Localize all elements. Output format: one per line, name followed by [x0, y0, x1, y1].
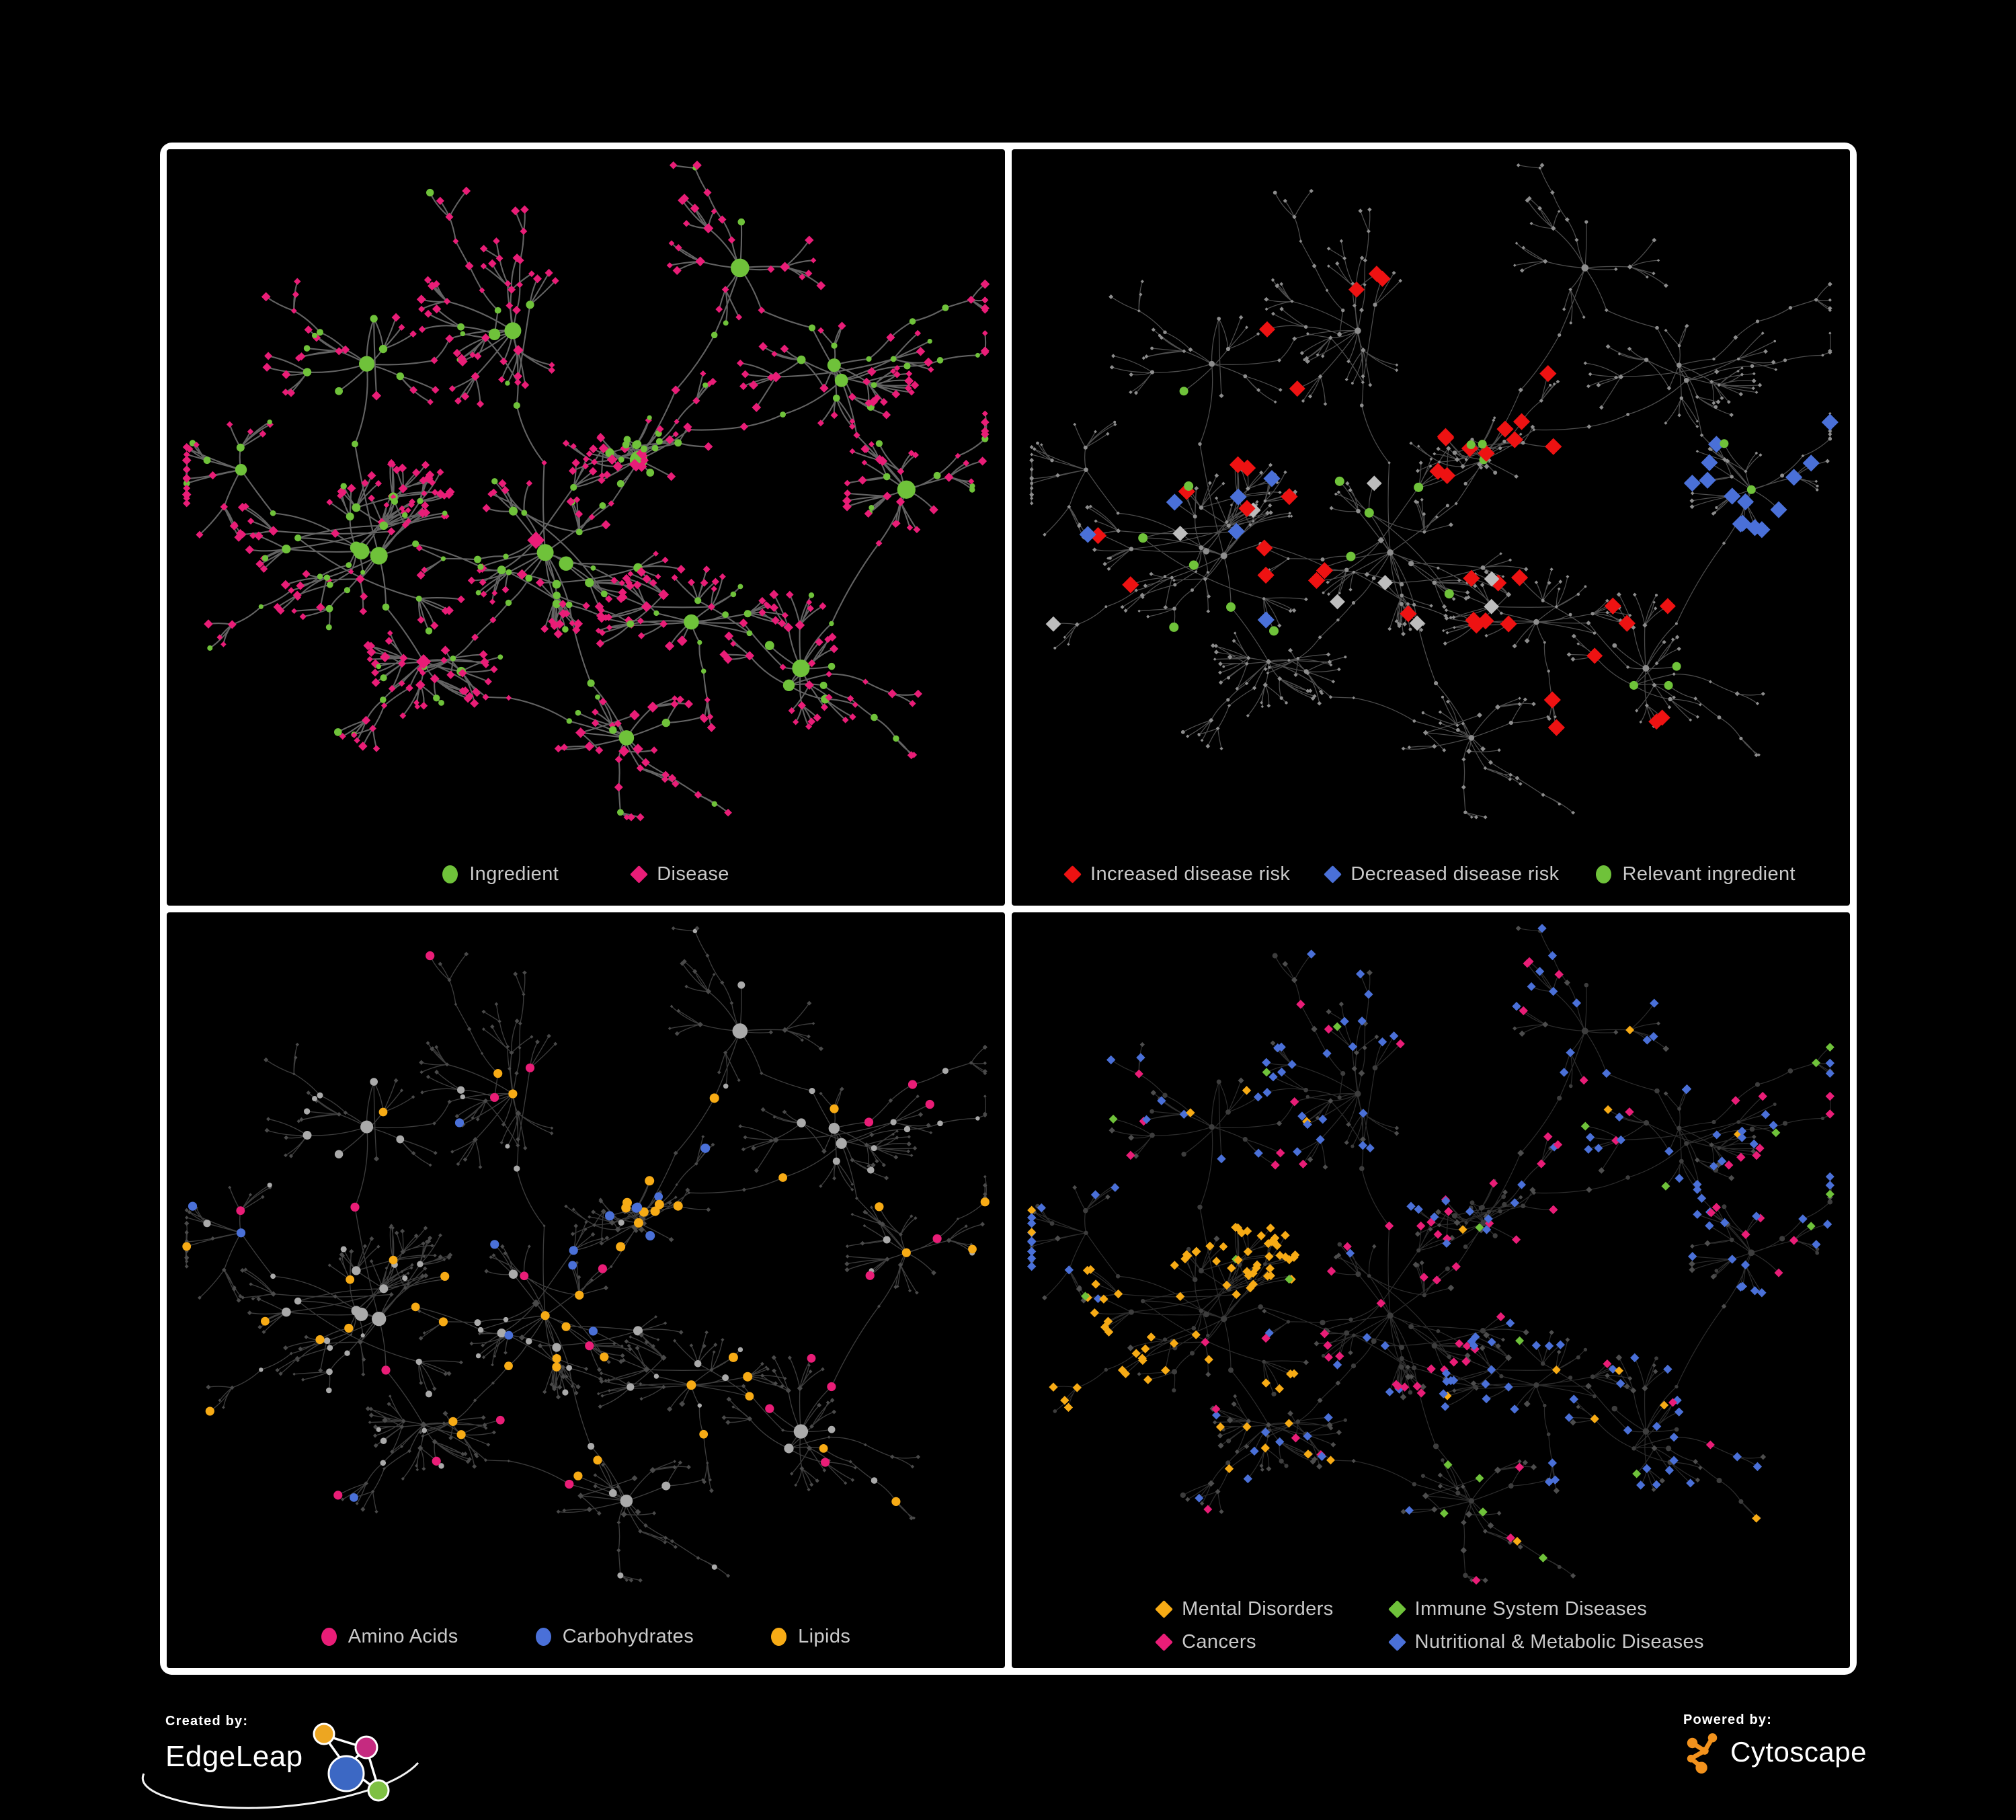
legend-item: Carbohydrates	[535, 1626, 694, 1648]
legend-label: Increased disease risk	[1090, 863, 1291, 885]
panel-ingredient-disease: Ingredient Disease	[167, 149, 1005, 906]
cytoscape-credit: Powered by: Cytoscape	[1683, 1712, 1966, 1774]
legend-item: Mental Disorders	[1155, 1598, 1334, 1620]
legend-label: Mental Disorders	[1182, 1598, 1334, 1620]
network-grid: Ingredient Disease Increased disease risk…	[160, 143, 1857, 1675]
legend-nutrient-classes: Amino Acids Carbohydrates Lipids	[167, 1626, 1005, 1648]
disease-risk-network-graph	[1029, 163, 1839, 820]
legend-ingredient-disease: Ingredient Disease	[167, 863, 1005, 885]
panel-nutrient-classes: Amino Acids Carbohydrates Lipids	[167, 912, 1005, 1668]
edgeleap-brand-row: EdgeLeap	[141, 1723, 542, 1811]
diamond-marker	[1063, 865, 1082, 883]
legend-item: Immune System Diseases	[1387, 1598, 1704, 1620]
diamond-marker	[1324, 865, 1342, 883]
circle-marker	[321, 1628, 337, 1646]
legend-disease-classes: Mental Disorders Immune System Diseases Ca…	[1012, 1598, 1850, 1653]
circle-marker	[1595, 865, 1611, 883]
cytoscape-logo-icon	[1687, 1733, 1718, 1774]
legend-item: Lipids	[771, 1626, 850, 1648]
legend-item: Ingredient	[442, 863, 559, 885]
legend-item: Cancers	[1155, 1631, 1334, 1653]
legend-item: Nutritional & Metabolic Diseases	[1387, 1631, 1704, 1653]
legend-label: Immune System Diseases	[1414, 1598, 1648, 1620]
legend-item: Relevant ingredient	[1595, 863, 1796, 885]
created-by-label: Created by:	[165, 1714, 249, 1729]
edgeleap-credit: Created by: EdgeLeap	[141, 1714, 542, 1811]
panel-disease-risk: Increased disease risk Decreased disease …	[1012, 149, 1850, 906]
panel-disease-classes: Mental Disorders Immune System Diseases Ca…	[1012, 912, 1850, 1668]
powered-by-label: Powered by:	[1683, 1712, 1773, 1727]
circle-marker	[771, 1628, 787, 1646]
circle-marker	[535, 1628, 551, 1646]
legend-label: Lipids	[798, 1626, 851, 1647]
diamond-marker	[1155, 1633, 1173, 1651]
legend-label: Ingredient	[469, 863, 559, 885]
legend-label: Cancers	[1182, 1631, 1256, 1653]
legend-item: Increased disease risk	[1063, 863, 1291, 885]
legend-label: Disease	[657, 863, 729, 885]
edgeleap-logo-icon	[313, 1723, 390, 1802]
legend-label: Carbohydrates	[562, 1626, 694, 1647]
ingredient-disease-network-graph	[182, 160, 990, 822]
edgeleap-wordmark: EdgeLeap	[165, 1740, 303, 1773]
legend-label: Nutritional & Metabolic Diseases	[1414, 1631, 1704, 1653]
legend-label: Relevant ingredient	[1622, 863, 1796, 885]
legend-disease-risk: Increased disease risk Decreased disease …	[1012, 863, 1850, 885]
legend-item: Decreased disease risk	[1324, 863, 1560, 885]
diamond-marker	[1155, 1600, 1173, 1618]
disease-class-network-graph	[1027, 923, 1834, 1585]
circle-marker	[442, 865, 458, 883]
legend-label: Amino Acids	[348, 1626, 458, 1647]
legend-label: Decreased disease risk	[1350, 863, 1560, 885]
cytoscape-wordmark: Cytoscape	[1730, 1736, 1867, 1768]
diamond-marker	[1387, 1633, 1406, 1651]
legend-item: Disease	[630, 863, 729, 885]
cytoscape-brand-row: Cytoscape	[1683, 1731, 1966, 1774]
nutrient-class-network-graph	[182, 925, 990, 1583]
diamond-marker	[1387, 1600, 1406, 1618]
legend-item: Amino Acids	[321, 1626, 458, 1648]
diamond-marker	[630, 865, 649, 883]
